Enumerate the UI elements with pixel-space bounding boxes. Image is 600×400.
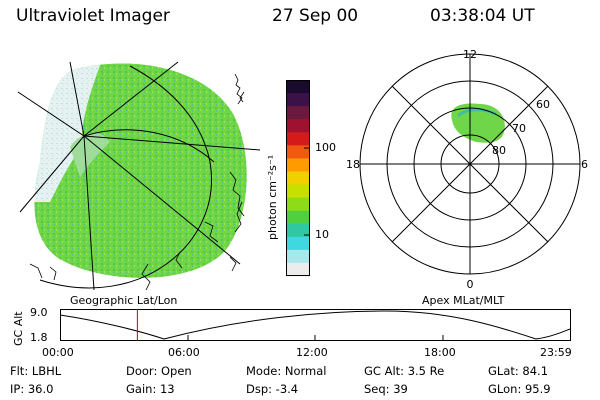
colorbar-band (286, 171, 310, 186)
info-filter: Flt: LBHL (10, 364, 62, 378)
colorbar-band (286, 249, 310, 264)
geographic-image (17, 61, 261, 291)
colorbar-band (286, 80, 310, 94)
info-glon: GLon: 95.9 (488, 382, 551, 396)
colorbar-unit-label: photon cm⁻²s⁻¹ (266, 154, 279, 240)
polar-plot: 12 18 6 0 60 70 80 (346, 48, 588, 291)
colorbar-band (286, 119, 310, 133)
observation-date: 27 Sep 00 (272, 6, 359, 26)
polar-caption: Apex MLat/MLT (422, 294, 505, 307)
colorbar-band (286, 158, 310, 172)
info-gain: Gain: 13 (126, 382, 175, 396)
altitude-plot (59, 309, 571, 341)
mlat-label-80: 80 (492, 144, 506, 157)
mlat-label-70: 70 (512, 122, 526, 135)
info-door: Door: Open (126, 364, 192, 378)
colorbar-band (286, 93, 310, 107)
colorbar-band (286, 223, 310, 238)
info-glat: GLat: 84.1 (488, 364, 549, 378)
mlat-label-60: 60 (536, 98, 550, 111)
altitude-xtick-0000: 00:00 (42, 346, 74, 359)
info-mode: Mode: Normal (246, 364, 327, 378)
geographic-caption: Geographic Lat/Lon (70, 294, 178, 307)
info-seq: Seq: 39 (364, 382, 408, 396)
altitude-xtick-2359: 23:59 (540, 346, 572, 359)
colorbar-band (286, 197, 310, 212)
info-ip: IP: 36.0 (10, 382, 54, 396)
info-gc-alt: GC Alt: 3.5 Re (364, 364, 445, 378)
altitude-xtick-1800: 18:00 (424, 346, 456, 359)
mlt-label-6: 6 (581, 158, 588, 171)
mlt-label-18: 18 (346, 158, 360, 171)
colorbar-tick-100: 100 (315, 141, 336, 154)
colorbar-band (286, 236, 310, 251)
colorbar-band (286, 184, 310, 199)
altitude-ylabel: GC Alt (12, 311, 25, 346)
colorbar-band (286, 132, 310, 146)
instrument-title: Ultraviolet Imager (16, 6, 170, 26)
altitude-ytick-9: 9.0 (30, 306, 48, 319)
colorbar (286, 80, 310, 277)
observation-time: 03:38:04 UT (430, 6, 535, 26)
colorbar-band (286, 262, 310, 277)
altitude-ytick-1-8: 1.8 (30, 331, 48, 344)
mlt-label-12: 12 (463, 48, 477, 61)
colorbar-band (286, 210, 310, 225)
mlt-label-0: 0 (467, 278, 474, 291)
colorbar-band (286, 106, 310, 120)
altitude-xtick-0600: 06:00 (168, 346, 200, 359)
colorbar-band (286, 145, 310, 159)
colorbar-tick-10: 10 (315, 228, 329, 241)
info-dsp: Dsp: -3.4 (246, 382, 299, 396)
altitude-xtick-1200: 12:00 (296, 346, 328, 359)
